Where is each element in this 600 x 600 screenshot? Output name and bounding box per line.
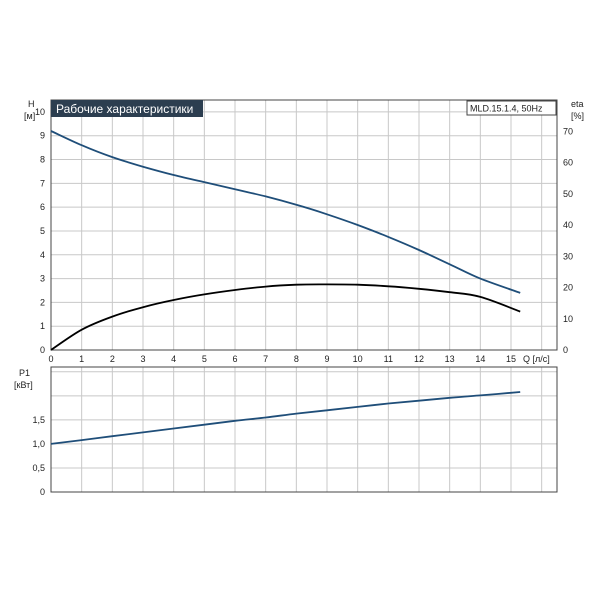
y-right-axis-label: eta <box>571 99 584 109</box>
p1-tick-label: 0 <box>40 487 45 497</box>
y-left-tick-label: 3 <box>40 274 45 284</box>
y-left-tick-label: 1 <box>40 321 45 331</box>
y-left-tick-label: 10 <box>35 107 45 117</box>
y-right-tick-label: 30 <box>563 251 573 261</box>
y-right-tick-label: 60 <box>563 158 573 168</box>
y-right-tick-label: 10 <box>563 314 573 324</box>
model-label-box <box>466 100 557 116</box>
bottom-chart-frame <box>50 366 558 493</box>
x-tick-label: 6 <box>232 354 237 364</box>
y-right-tick-label: 70 <box>563 126 573 136</box>
x-tick-label: 3 <box>140 354 145 364</box>
y-left-tick-label: 7 <box>40 178 45 188</box>
p1-tick-label: 0,5 <box>32 463 45 473</box>
y-right-tick-label: 20 <box>563 283 573 293</box>
p1-tick-label: 1,0 <box>32 439 45 449</box>
chart-title-box <box>51 100 203 117</box>
efficiency-curve <box>50 283 521 351</box>
top-chart-grid <box>51 100 557 350</box>
tick-labels: 0 1 2 3 4 5 6 7 8 9 10 11 12 13 14 15012345678910010203… <box>32 107 573 497</box>
y-left-tick-label: 0 <box>40 345 45 355</box>
x-tick-label: 5 <box>202 354 207 364</box>
x-tick-label: 0 <box>48 354 53 364</box>
p1-axis-label: P1 <box>19 368 30 378</box>
y-left-axis-unit: [м] <box>24 111 35 121</box>
top-chart-frame <box>50 99 558 351</box>
y-right-axis-unit: [%] <box>571 111 584 121</box>
x-tick-label: 13 <box>445 354 455 364</box>
y-left-tick-label: 4 <box>40 250 45 260</box>
x-tick-label: 4 <box>171 354 176 364</box>
head-curve <box>50 130 521 294</box>
y-right-tick-label: 50 <box>563 189 573 199</box>
y-left-tick-label: 2 <box>40 297 45 307</box>
x-tick-label: 1 <box>79 354 84 364</box>
x-tick-label: 10 <box>353 354 363 364</box>
x-tick-label: 2 <box>110 354 115 364</box>
y-left-tick-label: 8 <box>40 155 45 165</box>
y-left-tick-label: 9 <box>40 131 45 141</box>
bottom-chart-grid <box>51 367 557 492</box>
y-left-tick-label: 5 <box>40 226 45 236</box>
y-left-tick-label: 6 <box>40 202 45 212</box>
x-tick-label: 15 <box>506 354 516 364</box>
x-tick-label: 11 <box>384 354 393 364</box>
x-tick-label: 14 <box>475 354 485 364</box>
y-right-tick-label: 0 <box>563 345 568 355</box>
model-label: MLD.15.1.4, 50Hz <box>470 104 543 114</box>
x-tick-label: 12 <box>414 354 424 364</box>
power-curve <box>50 391 521 445</box>
y-right-tick-label: 40 <box>563 220 573 230</box>
x-tick-label: 8 <box>294 354 299 364</box>
x-tick-label: 7 <box>263 354 268 364</box>
y-left-axis-label: H <box>28 99 35 109</box>
x-tick-label: 9 <box>324 354 329 364</box>
performance-curves <box>50 130 521 445</box>
p1-tick-label: 1,5 <box>32 415 45 425</box>
p1-axis-unit: [кВт] <box>14 380 33 390</box>
x-axis-label: Q [л/с] <box>523 354 550 364</box>
chart-title: Рабочие характеристики <box>56 102 193 116</box>
